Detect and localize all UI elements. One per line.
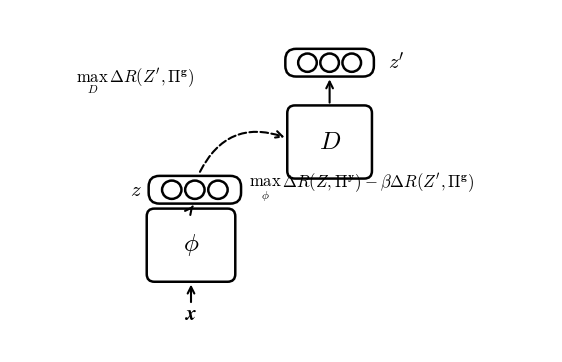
FancyBboxPatch shape bbox=[285, 49, 374, 76]
Text: $\boldsymbol{x}$: $\boldsymbol{x}$ bbox=[185, 304, 197, 324]
Ellipse shape bbox=[320, 54, 339, 72]
Text: $D$: $D$ bbox=[319, 130, 341, 154]
Text: $z$: $z$ bbox=[130, 180, 142, 200]
Text: $\underset{D}{\max}\,\Delta R(Z^{\prime}, \Pi^{\mathbf{g}})$: $\underset{D}{\max}\,\Delta R(Z^{\prime}… bbox=[75, 67, 194, 96]
Text: $\underset{\phi}{\max}\,\Delta R(Z, \Pi^{\mathbf{y}}) - \beta\Delta R(Z^{\prime}: $\underset{\phi}{\max}\,\Delta R(Z, \Pi^… bbox=[249, 172, 474, 204]
FancyBboxPatch shape bbox=[287, 105, 372, 178]
Text: $z'$: $z'$ bbox=[388, 52, 405, 73]
Ellipse shape bbox=[185, 181, 205, 199]
Text: $\phi$: $\phi$ bbox=[183, 232, 199, 258]
Ellipse shape bbox=[162, 181, 182, 199]
FancyBboxPatch shape bbox=[149, 176, 241, 203]
Ellipse shape bbox=[298, 54, 317, 72]
FancyBboxPatch shape bbox=[147, 209, 235, 282]
Ellipse shape bbox=[209, 181, 228, 199]
Ellipse shape bbox=[342, 54, 361, 72]
